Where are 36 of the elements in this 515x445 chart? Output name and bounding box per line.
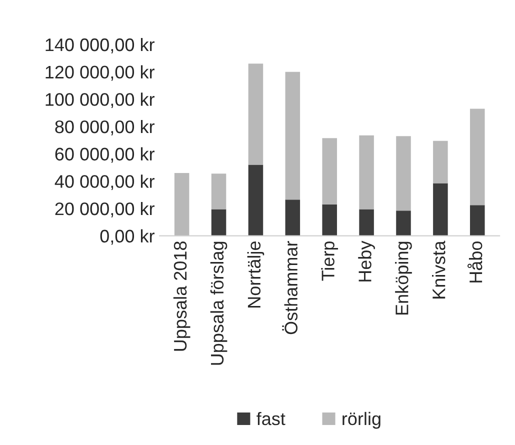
bar (322, 204, 337, 236)
y-tick-label: 0,00 kr (100, 229, 154, 245)
bar (248, 64, 264, 165)
x-tick-label: Uppsala förslag (210, 242, 228, 365)
x-tick-label: Knivsta (432, 240, 446, 298)
bar (433, 183, 448, 236)
y-tick-label: 140 000,00 kr (46, 38, 154, 54)
bar (211, 209, 226, 236)
bar (396, 136, 411, 211)
bar (470, 108, 485, 206)
x-tick-label: Enköping (395, 242, 412, 315)
bar (470, 205, 485, 236)
bar (248, 164, 264, 236)
x-tick-label: Norrtälje (247, 242, 264, 308)
x-tick-label: Östhammar (282, 241, 298, 334)
y-tick-label: 100 000,00 kr (46, 92, 154, 108)
bar (359, 135, 374, 210)
bar (285, 72, 300, 200)
bar (285, 200, 300, 236)
x-tick-label: Uppsala 2018 (173, 241, 190, 351)
bar (211, 174, 226, 210)
y-tick-label: 60 000,00 kr (55, 147, 154, 163)
bar (359, 209, 374, 236)
x-tick-label: Tierp (321, 241, 338, 281)
y-tick-label: 80 000,00 kr (55, 120, 154, 136)
y-tick-label: 120 000,00 kr (46, 65, 154, 81)
bar (322, 138, 337, 204)
x-tick-label: Heby (358, 240, 375, 282)
legend-label: fast (256, 412, 286, 426)
bar (433, 140, 448, 184)
bar (396, 210, 411, 236)
legend-label: rörlig (342, 412, 380, 429)
bar (174, 172, 190, 236)
y-tick-label: 40 000,00 kr (54, 174, 154, 190)
x-tick-label: Håbo (467, 241, 482, 282)
y-tick-label: 20 000,00 kr (55, 202, 154, 218)
